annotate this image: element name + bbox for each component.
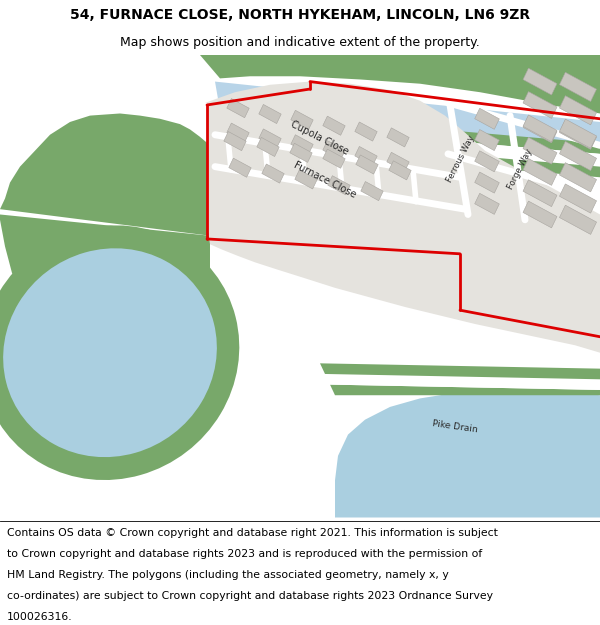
Polygon shape [323,116,345,135]
Polygon shape [523,115,557,142]
Polygon shape [0,114,210,236]
Polygon shape [361,181,383,201]
Ellipse shape [0,236,229,469]
Polygon shape [559,141,596,171]
Text: Furnace Close: Furnace Close [292,159,358,199]
Text: Map shows position and indicative extent of the property.: Map shows position and indicative extent… [120,36,480,49]
Polygon shape [262,164,284,183]
Polygon shape [523,116,557,143]
Polygon shape [259,129,281,148]
Text: 54, FURNACE CLOSE, NORTH HYKEHAM, LINCOLN, LN6 9ZR: 54, FURNACE CLOSE, NORTH HYKEHAM, LINCOL… [70,8,530,22]
Text: Forge Way: Forge Way [506,147,534,191]
Text: co-ordinates) are subject to Crown copyright and database rights 2023 Ordnance S: co-ordinates) are subject to Crown copyr… [7,591,493,601]
Polygon shape [356,155,378,174]
Polygon shape [257,138,279,156]
Polygon shape [559,162,596,192]
Polygon shape [290,143,312,162]
Polygon shape [559,184,596,213]
Polygon shape [215,82,600,143]
Polygon shape [335,390,600,518]
Polygon shape [205,82,600,352]
Polygon shape [523,68,557,95]
Polygon shape [0,214,210,352]
Polygon shape [559,72,596,101]
Text: HM Land Registry. The polygons (including the associated geometry, namely x, y: HM Land Registry. The polygons (includin… [7,570,449,580]
Polygon shape [295,170,317,189]
Polygon shape [291,135,313,154]
Polygon shape [259,104,281,124]
Text: Contains OS data © Crown copyright and database right 2021. This information is : Contains OS data © Crown copyright and d… [7,528,498,538]
Polygon shape [523,92,557,118]
Polygon shape [387,152,409,171]
Polygon shape [328,176,350,195]
Polygon shape [475,151,499,172]
Text: Ferrous Way: Ferrous Way [445,134,477,184]
Polygon shape [0,55,215,236]
Text: 100026316.: 100026316. [7,612,73,622]
Polygon shape [523,159,557,186]
Polygon shape [523,138,557,164]
Polygon shape [320,363,600,379]
Polygon shape [387,128,409,147]
Polygon shape [355,146,377,166]
Polygon shape [559,120,596,149]
Polygon shape [325,374,600,390]
Polygon shape [559,96,596,125]
Polygon shape [215,110,600,154]
Text: Cupola Close: Cupola Close [289,119,350,157]
Polygon shape [291,110,313,129]
Polygon shape [210,134,600,178]
Polygon shape [229,158,251,177]
Polygon shape [224,131,246,151]
Ellipse shape [3,248,217,457]
Polygon shape [213,121,600,167]
Polygon shape [330,384,600,395]
Polygon shape [475,193,499,214]
Text: to Crown copyright and database rights 2023 and is reproduced with the permissio: to Crown copyright and database rights 2… [7,549,482,559]
Polygon shape [475,172,499,193]
Polygon shape [323,149,345,168]
Polygon shape [475,108,499,129]
Ellipse shape [0,226,239,480]
Polygon shape [523,201,557,228]
Polygon shape [523,180,557,207]
Text: Pike Drain: Pike Drain [432,419,478,435]
Polygon shape [559,205,596,234]
Polygon shape [227,123,249,142]
Polygon shape [200,55,600,114]
Polygon shape [389,161,411,180]
Polygon shape [559,119,596,148]
Polygon shape [475,129,499,151]
Polygon shape [323,141,345,160]
Polygon shape [355,122,377,141]
Polygon shape [227,99,249,118]
